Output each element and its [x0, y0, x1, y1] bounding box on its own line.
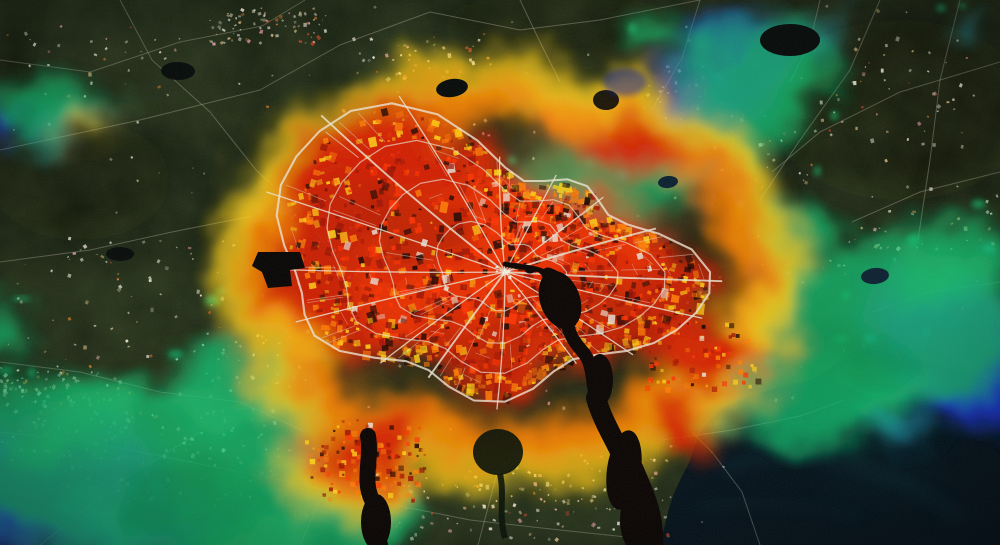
screenshot-root — [0, 0, 1000, 545]
satellite-heatmap-image — [0, 0, 1000, 545]
vignette — [0, 0, 1000, 545]
